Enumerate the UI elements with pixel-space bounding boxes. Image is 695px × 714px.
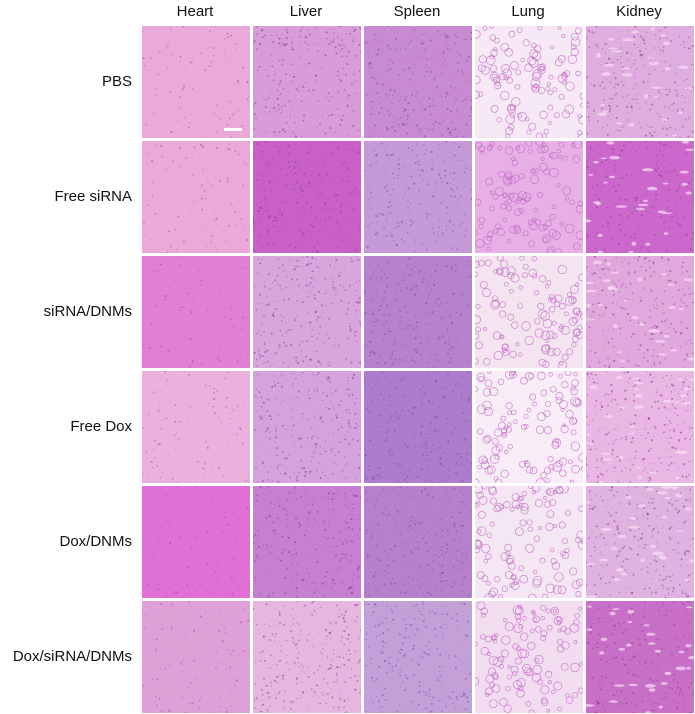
micrograph-liver-free-sirna (253, 141, 361, 253)
micrograph-lung-free-dox (475, 371, 583, 483)
micrograph-lung-sirna-dnms (475, 256, 583, 368)
micrograph-kidney-dox-dnms (586, 486, 694, 598)
row-label-free-dox: Free Dox (70, 418, 132, 435)
micrograph-heart-free-sirna (142, 141, 250, 253)
micrograph-spleen-sirna-dnms (364, 256, 472, 368)
scale-bar (224, 128, 242, 131)
row-label-pbs: PBS (101, 73, 132, 90)
micrograph-lung-pbs (475, 26, 583, 138)
micrograph-spleen-free-dox (364, 371, 472, 483)
micrograph-liver-pbs (253, 26, 361, 138)
row-label-dox-sirna-dnms: Dox/siRNA/DNMs (12, 648, 132, 665)
micrograph-kidney-free-sirna (586, 141, 694, 253)
micrograph-spleen-dox-sirna-dnms (364, 601, 472, 713)
column-header-heart: Heart (176, 3, 214, 20)
micrograph-heart-pbs (142, 26, 250, 138)
micrograph-lung-dox-dnms (475, 486, 583, 598)
micrograph-liver-dox-sirna-dnms (253, 601, 361, 713)
micrograph-heart-sirna-dnms (142, 256, 250, 368)
micrograph-spleen-free-sirna (364, 141, 472, 253)
column-header-kidney: Kidney (616, 3, 662, 20)
micrograph-spleen-dox-dnms (364, 486, 472, 598)
column-headers: Heart Liver Spleen Lung Kidney (142, 0, 694, 26)
column-header-lung: Lung (511, 3, 545, 20)
micrograph-spleen-pbs (364, 26, 472, 138)
micrograph-heart-dox-dnms (142, 486, 250, 598)
micrograph-kidney-pbs (586, 26, 694, 138)
micrograph-lung-dox-sirna-dnms (475, 601, 583, 713)
micrograph-kidney-dox-sirna-dnms (586, 601, 694, 713)
row-label-free-sirna: Free siRNA (54, 188, 132, 205)
micrograph-kidney-sirna-dnms (586, 256, 694, 368)
micrograph-lung-free-sirna (475, 141, 583, 253)
row-label-dox-dnms: Dox/DNMs (59, 533, 132, 550)
micrograph-heart-dox-sirna-dnms (142, 601, 250, 713)
micrograph-liver-free-dox (253, 371, 361, 483)
column-header-liver: Liver (289, 3, 323, 20)
row-label-sirna-dnms: siRNA/DNMs (43, 303, 132, 320)
column-header-spleen: Spleen (393, 3, 441, 20)
micrograph-liver-sirna-dnms (253, 256, 361, 368)
micrograph-liver-dox-dnms (253, 486, 361, 598)
micrograph-kidney-free-dox (586, 371, 694, 483)
micrograph-heart-free-dox (142, 371, 250, 483)
